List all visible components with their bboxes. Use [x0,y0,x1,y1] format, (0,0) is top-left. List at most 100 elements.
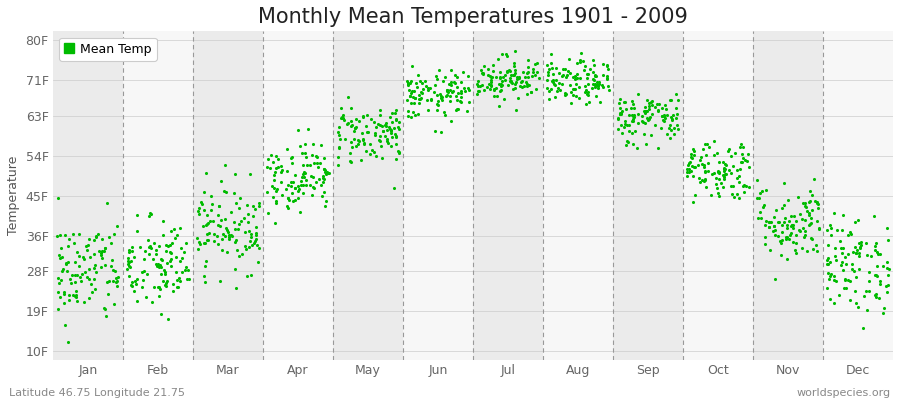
Point [98,262,112,268]
Point [521,74,535,80]
Point [345,144,359,150]
Point [204,206,219,213]
Point [212,240,226,247]
Point [508,70,523,76]
Point [375,128,390,134]
Point [448,93,463,100]
Point [873,251,887,257]
Point [68,272,82,279]
Point [318,165,332,172]
Point [664,97,679,104]
Point [870,250,885,257]
Point [101,291,115,297]
Point [482,72,497,79]
Point [164,228,178,234]
Point [359,112,374,118]
Point [503,77,517,84]
Point [568,86,582,92]
Point [626,112,641,118]
Point [631,120,645,126]
Point [508,67,522,73]
Bar [263,31,333,360]
Point [773,238,788,244]
Point [351,136,365,143]
Point [508,107,523,113]
Point [788,240,803,246]
Point [880,225,895,231]
Point [852,240,867,246]
Point [219,188,233,195]
Point [58,322,72,328]
Point [244,231,258,238]
Point [589,73,603,79]
Point [852,266,867,272]
Point [120,266,134,272]
Point [799,208,814,214]
Point [588,72,602,79]
Point [518,79,533,85]
Point [626,116,640,122]
Point [804,220,818,226]
Point [644,111,659,117]
Point [199,170,213,176]
Point [198,257,212,264]
Point [484,83,499,90]
Point [711,168,725,174]
Point [541,72,555,78]
Point [167,235,182,242]
Point [331,144,346,150]
Point [249,236,264,242]
Point [389,116,403,123]
Point [651,108,665,115]
Point [173,225,187,231]
Point [686,172,700,179]
Point [856,325,870,331]
Point [811,201,825,208]
Point [823,222,837,228]
Point [657,118,671,125]
Point [135,269,149,275]
Point [716,159,730,166]
Point [812,226,826,232]
Point [699,184,714,191]
Point [462,87,476,94]
Point [82,294,96,301]
Point [392,124,406,130]
Point [384,128,399,134]
Point [68,259,83,265]
Point [317,154,331,161]
Bar [333,31,403,360]
Point [616,98,631,105]
Point [242,228,256,234]
Point [809,242,824,248]
Legend: Mean Temp: Mean Temp [59,38,157,60]
Point [404,114,419,120]
Point [600,65,615,72]
Point [777,218,791,225]
Point [319,198,333,204]
Point [680,162,695,168]
Point [516,69,530,75]
Point [229,200,243,206]
Point [412,92,427,98]
Point [712,176,726,182]
Point [251,259,266,266]
Point [751,177,765,183]
Point [274,179,288,185]
Point [547,80,562,87]
Point [544,51,558,57]
Point [671,97,686,104]
Point [640,115,654,122]
Point [719,162,733,168]
Point [525,73,539,79]
Point [404,78,419,84]
Point [873,278,887,284]
Point [475,71,490,77]
Point [312,176,327,182]
Point [406,94,420,100]
Point [521,64,535,70]
Point [281,205,295,212]
Point [429,92,444,98]
Point [126,254,140,260]
Point [837,285,851,292]
